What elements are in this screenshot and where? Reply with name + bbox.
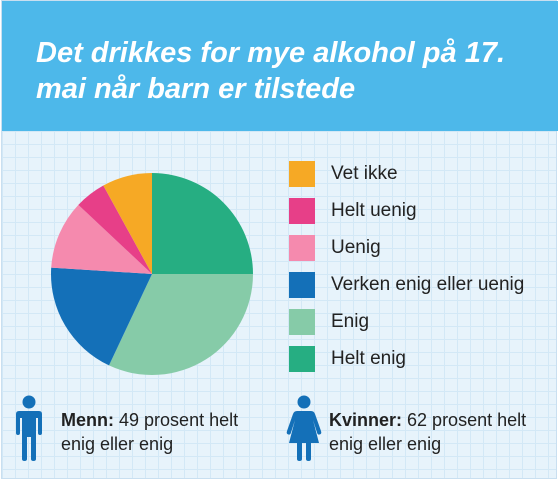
header-banner: Det drikkes for mye alkohol på 17. mai n… xyxy=(2,1,558,131)
legend-item: Uenig xyxy=(289,235,549,261)
legend-label: Uenig xyxy=(331,237,381,258)
legend-swatch xyxy=(289,198,315,224)
pie-slice-vet-ikke xyxy=(103,173,152,274)
women-stat-text: 62 prosent helt enig eller enig xyxy=(329,410,527,454)
legend-label: Verken enig eller uenig xyxy=(331,274,525,295)
legend-item: Verken enig eller uenig xyxy=(289,272,549,298)
legend-item: Enig xyxy=(289,309,549,335)
legend-swatch xyxy=(289,272,315,298)
legend-swatch xyxy=(289,161,315,187)
legend-label: Enig xyxy=(331,311,370,332)
pie-slice-uenig xyxy=(51,204,153,274)
legend-item: Helt enig xyxy=(289,346,549,372)
legend-label: Vet ikke xyxy=(331,163,398,184)
women-stat-label: Kvinner: xyxy=(329,410,403,430)
men-stat-text: 49 prosent helt enig eller enig xyxy=(61,410,239,454)
legend-item: Vet ikke xyxy=(289,161,549,187)
men-stat: Menn: 49 prosent helt enig eller enig xyxy=(61,408,261,456)
legend-item: Helt uenig xyxy=(289,198,549,224)
legend-swatch xyxy=(289,346,315,372)
pie-slice-verken-enig-eller-uenig xyxy=(51,267,152,366)
pie-slice-helt-enig xyxy=(152,173,253,274)
man-icon xyxy=(16,395,42,461)
pie-slice-helt-uenig xyxy=(78,185,152,274)
men-stat-label: Menn: xyxy=(61,410,114,430)
legend-label: Helt enig xyxy=(331,348,406,369)
women-stat: Kvinner: 62 prosent helt enig eller enig xyxy=(329,408,529,456)
legend-swatch xyxy=(289,309,315,335)
pie-slice-enig xyxy=(109,274,253,376)
legend-swatch xyxy=(289,235,315,261)
legend-label: Helt uenig xyxy=(331,200,417,221)
woman-icon xyxy=(286,395,322,461)
chart-title: Det drikkes for mye alkohol på 17. mai n… xyxy=(36,37,506,105)
